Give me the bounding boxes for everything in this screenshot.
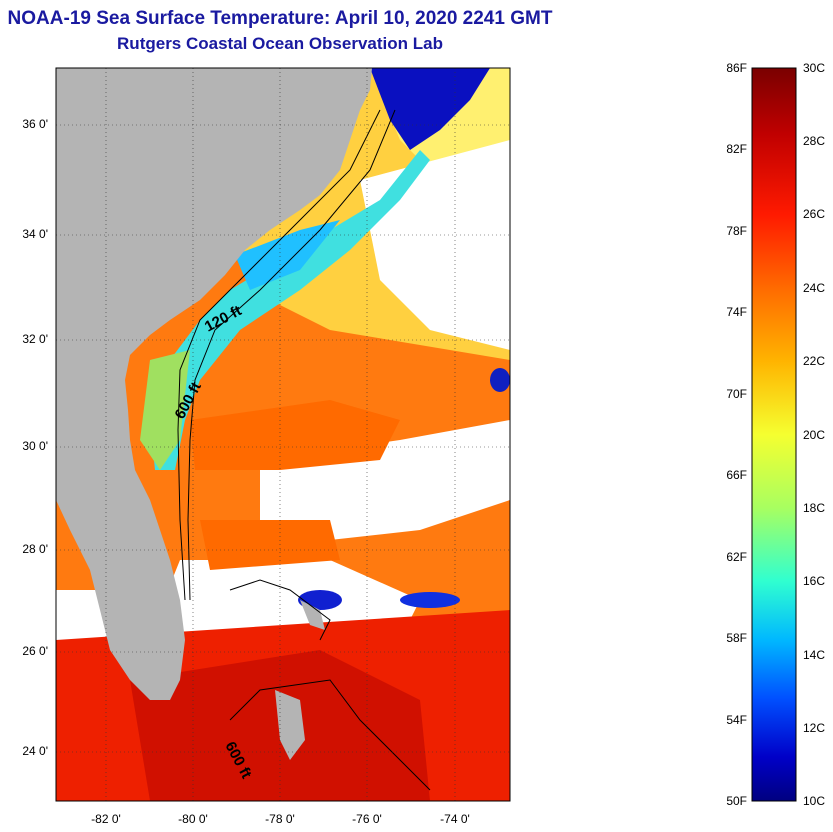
colorbar-c-22: 22C <box>803 354 826 368</box>
lon-tick-74: -74 0' <box>440 812 470 826</box>
colorbar-f-82: 82F <box>726 142 747 156</box>
lon-tick-80: -80 0' <box>178 812 208 826</box>
chart-title: NOAA-19 Sea Surface Temperature: April 1… <box>7 8 553 29</box>
lat-tick-32: 32 0' <box>22 332 48 346</box>
colorbar <box>751 67 797 802</box>
colorbar-c-30: 30C <box>803 61 826 75</box>
colorbar-f-62: 62F <box>726 550 747 564</box>
shelf-green-patch <box>140 350 190 470</box>
map-frame <box>55 67 511 802</box>
colorbar-c-16: 16C <box>803 574 826 588</box>
cold-water-hatteras <box>370 68 490 150</box>
contour-bahamas-bank <box>229 579 331 641</box>
lon-tick-76: -76 0' <box>352 812 382 826</box>
colorbar-f-50: 50F <box>726 794 747 808</box>
lat-tick-24: 24 0' <box>22 744 48 758</box>
land-bahamas-andros <box>275 690 305 760</box>
colorbar-c-20: 20C <box>803 428 826 442</box>
gulf-stream-core <box>190 400 400 470</box>
colorbar-f-86: 86F <box>726 61 747 75</box>
lon-tick-82: -82 0' <box>91 812 121 826</box>
colorbar-c-28: 28C <box>803 134 826 148</box>
colorbar-f-58: 58F <box>726 631 747 645</box>
colorbar-f-54: 54F <box>726 713 747 727</box>
lat-tick-30: 30 0' <box>22 439 48 453</box>
contour-600ft <box>187 109 396 601</box>
lon-tick-78: -78 0' <box>265 812 295 826</box>
colorbar-c-10: 10C <box>803 794 826 808</box>
colorbar-c-18: 18C <box>803 501 826 515</box>
colorbar-c-26: 26C <box>803 207 826 221</box>
shelf-cool-water <box>150 100 430 470</box>
land-bahamas-abaco <box>300 600 325 630</box>
colorbar-f-66: 66F <box>726 468 747 482</box>
colorbar-f-70: 70F <box>726 387 747 401</box>
map-panel <box>56 68 510 801</box>
cold-artifact-2 <box>400 592 460 608</box>
chart-subtitle: Rutgers Coastal Ocean Observation Lab <box>117 34 443 53</box>
colorbar-c-14: 14C <box>803 648 826 662</box>
cold-artifact-3 <box>490 368 510 392</box>
colorbar-f-74: 74F <box>726 305 747 319</box>
contour-600ft-south <box>229 679 431 791</box>
lat-tick-26: 26 0' <box>22 644 48 658</box>
colorbar-c-24: 24C <box>803 281 826 295</box>
colorbar-f-78: 78F <box>726 224 747 238</box>
cloud-area-central <box>260 420 510 540</box>
colorbar-c-12: 12C <box>803 721 826 735</box>
lat-tick-36: 36 0' <box>22 117 48 131</box>
lat-tick-28: 28 0' <box>22 542 48 556</box>
gulf-stream-south <box>200 520 340 570</box>
shelf-cyan-patch <box>235 220 340 290</box>
land-us-east-coast <box>56 68 372 700</box>
contour-120ft <box>177 109 381 601</box>
lat-tick-34: 34 0' <box>22 227 48 241</box>
